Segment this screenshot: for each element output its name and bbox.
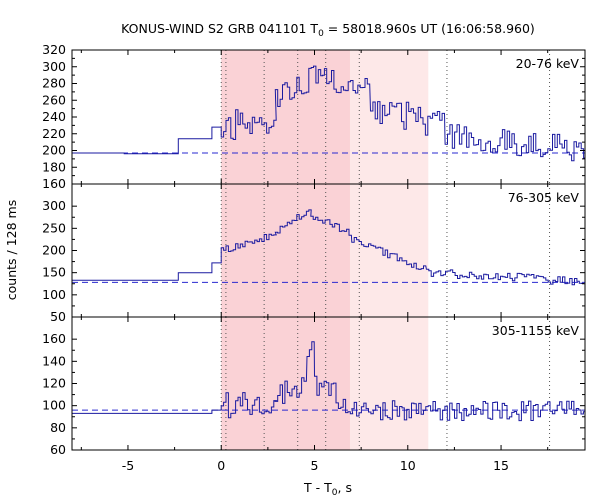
- y-tick-label: 280: [42, 76, 66, 91]
- light-curve-series: [72, 65, 585, 162]
- band-label: 20-76 keV: [516, 56, 580, 71]
- y-axis-label: counts / 128 ms: [4, 200, 19, 300]
- y-tick-label: 100: [42, 398, 66, 413]
- y-tick-label: 160: [42, 331, 66, 346]
- x-tick-label: 10: [400, 458, 416, 473]
- chart-title: KONUS-WIND S2 GRB 041101 T0 = 58018.960s…: [121, 21, 535, 39]
- y-tick-label: 250: [42, 220, 66, 235]
- y-tick-label: 260: [42, 92, 66, 107]
- y-tick-label: 220: [42, 126, 66, 141]
- y-tick-label: 300: [42, 198, 66, 213]
- y-tick-label: 240: [42, 109, 66, 124]
- y-tick-label: 160: [42, 176, 66, 191]
- y-tick-label: 50: [50, 309, 66, 324]
- panel-2: 60 80 100 120 140 160 305-1155 keV: [42, 316, 586, 457]
- x-tick-label: -5: [122, 458, 134, 473]
- x-tick-label: 5: [311, 458, 319, 473]
- y-tick-label: 320: [42, 42, 66, 57]
- y-tick-label: 300: [42, 59, 66, 74]
- x-tick-label: 0: [217, 458, 225, 473]
- x-tick-labels: -5 0 5 10 15: [122, 458, 509, 473]
- y-tick-label: 80: [50, 420, 66, 435]
- x-tick-label: 15: [493, 458, 509, 473]
- panel-1: 50 100 150 200 250 300 76-305 keV: [42, 183, 586, 324]
- y-tick-label: 180: [42, 159, 66, 174]
- light-curve-series: [72, 209, 584, 286]
- y-tick-label: 100: [42, 287, 66, 302]
- band-label: 305-1155 keV: [492, 323, 580, 338]
- y-tick-label: 200: [42, 243, 66, 258]
- y-tick-label: 60: [50, 442, 66, 457]
- highlight-span-1: [221, 184, 350, 317]
- highlight-span-1: [221, 317, 350, 450]
- y-tick-label: 150: [42, 265, 66, 280]
- y-tick-label: 200: [42, 143, 66, 158]
- x-axis-label: T - T0, s: [303, 480, 352, 498]
- light-curve-series: [72, 341, 585, 422]
- band-label: 76-305 keV: [508, 190, 580, 205]
- y-tick-label: 120: [42, 376, 66, 391]
- y-tick-label: 140: [42, 353, 66, 368]
